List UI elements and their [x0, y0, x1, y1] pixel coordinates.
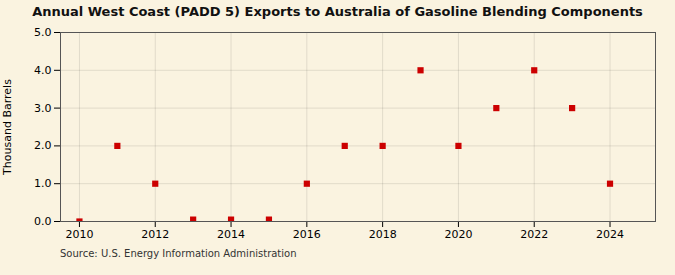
svg-text:0.0: 0.0: [34, 215, 52, 228]
svg-text:2020: 2020: [444, 228, 472, 241]
svg-text:2014: 2014: [217, 228, 245, 241]
svg-text:3.0: 3.0: [34, 102, 52, 115]
html-text:Source: U.S. Energy Informatio: Source: U.S. Energy Information Administ…: [60, 248, 297, 259]
svg-text:2012: 2012: [141, 228, 169, 241]
svg-text:2018: 2018: [369, 228, 397, 241]
svg-text:5.0: 5.0: [34, 26, 52, 39]
svg-text:Thousand Barrels: Thousand Barrels: [1, 79, 14, 176]
svg-text:4.0: 4.0: [34, 64, 52, 77]
svg-text:1.0: 1.0: [34, 177, 52, 190]
svg-text:2010: 2010: [65, 228, 93, 241]
svg-text:2016: 2016: [293, 228, 321, 241]
svg-text:2.0: 2.0: [34, 139, 52, 152]
svg-text:2022: 2022: [520, 228, 548, 241]
svg-text:2024: 2024: [596, 228, 624, 241]
html-text:Annual West Coast (PADD 5) Exp: Annual West Coast (PADD 5) Exports to Au…: [32, 4, 643, 19]
